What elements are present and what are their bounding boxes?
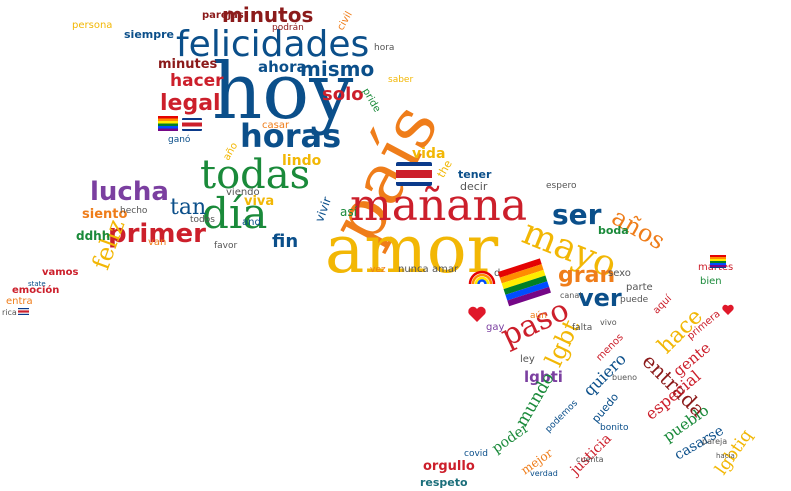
- word-pareja: pareja: [702, 437, 727, 446]
- word-todos: todos: [190, 215, 215, 225]
- word-rica: rica: [2, 308, 17, 317]
- word-decir: decir: [460, 180, 488, 193]
- word-hora: hora: [374, 43, 394, 53]
- word-todas: todas: [200, 152, 310, 198]
- word-respeto: respeto: [420, 476, 468, 489]
- word-aqui: aquí: [650, 292, 675, 317]
- word-solo: solo: [322, 84, 364, 105]
- word-bueno: bueno: [612, 373, 637, 382]
- word-ddhh: ddhh: [76, 229, 110, 243]
- word-parte: parte: [626, 282, 653, 293]
- rainbow-flag-icon-large: [498, 258, 551, 307]
- word-lgbti: lgbti: [524, 368, 563, 386]
- word-tener: tener: [458, 168, 492, 181]
- word-ver: ver: [578, 284, 622, 312]
- word-verdad: verdad: [530, 469, 558, 478]
- word-hoy: hoy: [212, 47, 353, 137]
- word-aun: aún: [530, 311, 547, 321]
- word-amar: amar: [432, 264, 459, 275]
- word-siempre: siempre: [124, 28, 174, 41]
- word-vivo: vivo: [600, 318, 617, 327]
- word-persona: persona: [72, 20, 112, 31]
- word-minutos: minutos: [222, 3, 313, 27]
- word-legal: legal: [160, 91, 221, 116]
- costa-rica-flag-icon-tiny: [18, 308, 29, 315]
- word-and: and: [242, 217, 261, 228]
- word-cuenta: cuenta: [576, 455, 604, 464]
- word-hacia: hacia: [716, 452, 735, 460]
- word-felicidades: felicidades: [176, 24, 369, 65]
- word-gano: ganó: [168, 134, 191, 145]
- rainbow-flag-icon-right: [710, 255, 726, 267]
- word-canal: canal: [560, 291, 582, 300]
- word-viendo: viendo: [226, 187, 260, 198]
- word-puede: puede: [620, 295, 649, 305]
- costa-rica-flag-icon: [396, 162, 432, 186]
- word-orgullo: orgullo: [423, 459, 475, 474]
- word-fin: fin: [272, 231, 298, 252]
- word-ley: ley: [520, 354, 535, 365]
- word-covid: covid: [464, 449, 488, 459]
- word-boda: boda: [598, 224, 629, 237]
- word-falta: falta: [572, 323, 592, 333]
- word-podemos: podemos: [544, 398, 581, 435]
- word-mismo: mismo: [300, 57, 374, 81]
- word-casar: casar: [262, 120, 290, 131]
- word-sexo: sexo: [608, 268, 631, 279]
- word-asi: así: [340, 205, 358, 219]
- word-lucha: lucha: [90, 177, 169, 207]
- word-poder: poder: [489, 420, 532, 457]
- word-espero: espero: [546, 181, 577, 191]
- word-tan: tan: [170, 195, 206, 220]
- word-amor: amor: [325, 211, 499, 288]
- word-bonito: bonito: [600, 423, 629, 433]
- word-primer: primer: [108, 219, 206, 249]
- word-viva: viva: [244, 194, 274, 209]
- word-horas: horas: [240, 117, 341, 155]
- costa-rica-flag-icon-small: [182, 118, 202, 131]
- rainbow-flag-icon-left: [158, 116, 178, 131]
- word-ser: ser: [552, 198, 602, 231]
- word-manana: mañana: [350, 180, 527, 231]
- word-gay: gay: [486, 322, 504, 333]
- word-gran: gran: [558, 263, 615, 288]
- word-hacer: hacer: [170, 71, 224, 91]
- word-parejas: parejas: [202, 10, 244, 21]
- word-minutes: minutes: [158, 57, 218, 72]
- word-vida: vida: [412, 146, 445, 162]
- word-bien: bien: [700, 276, 722, 287]
- heart-icon: [468, 306, 486, 322]
- word-saber: saber: [388, 75, 413, 85]
- heart-icon-right: [722, 304, 734, 315]
- word-lindo: lindo: [282, 153, 322, 169]
- word-favor: favor: [214, 241, 238, 251]
- word-van: van: [148, 237, 166, 248]
- word-nunca: nunca: [398, 264, 429, 275]
- word-podran: podrán: [272, 23, 304, 33]
- word-hecho: hecho: [120, 206, 148, 216]
- word-ahora: ahora: [258, 58, 307, 76]
- word-entra: entra: [6, 296, 33, 307]
- word-vamos: vamos: [42, 267, 79, 278]
- word-dia: día: [202, 189, 267, 238]
- rainbow-icon: [468, 270, 496, 285]
- word-siento: siento: [82, 207, 127, 222]
- word-vez: vez: [370, 265, 386, 275]
- word-state: state: [28, 280, 46, 288]
- word-emocion: emoción: [12, 284, 59, 296]
